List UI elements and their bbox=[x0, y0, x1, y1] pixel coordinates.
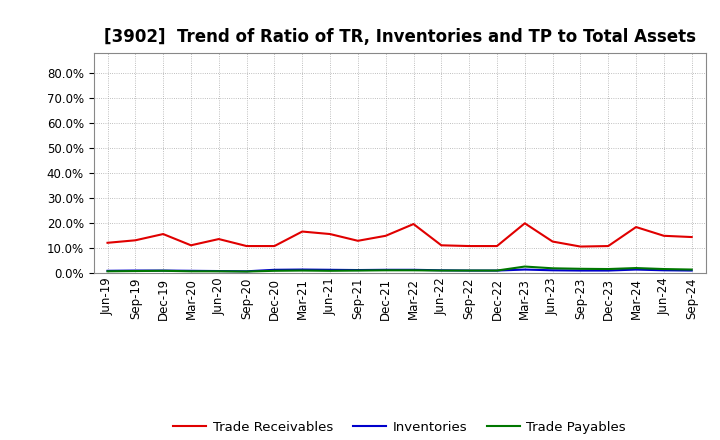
Trade Payables bbox=[242, 269, 251, 274]
Trade Receivables bbox=[242, 243, 251, 249]
Line: Inventories: Inventories bbox=[107, 270, 692, 271]
Trade Receivables bbox=[215, 236, 223, 242]
Trade Payables bbox=[354, 268, 362, 273]
Trade Receivables bbox=[437, 243, 446, 248]
Trade Receivables bbox=[688, 235, 696, 240]
Trade Payables bbox=[159, 268, 168, 273]
Trade Payables bbox=[409, 268, 418, 273]
Inventories bbox=[159, 268, 168, 273]
Inventories bbox=[270, 267, 279, 272]
Trade Receivables bbox=[103, 240, 112, 246]
Trade Receivables bbox=[631, 224, 640, 230]
Trade Payables bbox=[186, 269, 195, 274]
Trade Payables bbox=[465, 268, 474, 273]
Inventories bbox=[437, 268, 446, 273]
Legend: Trade Receivables, Inventories, Trade Payables: Trade Receivables, Inventories, Trade Pa… bbox=[168, 416, 631, 440]
Inventories bbox=[604, 268, 613, 273]
Trade Receivables bbox=[660, 233, 668, 238]
Inventories bbox=[186, 268, 195, 273]
Trade Receivables bbox=[409, 221, 418, 227]
Inventories bbox=[131, 268, 140, 273]
Trade Receivables bbox=[325, 231, 334, 237]
Trade Payables bbox=[103, 269, 112, 274]
Inventories bbox=[298, 267, 307, 272]
Trade Receivables bbox=[576, 244, 585, 249]
Inventories bbox=[325, 267, 334, 272]
Trade Receivables bbox=[492, 243, 501, 249]
Trade Payables bbox=[325, 268, 334, 273]
Inventories bbox=[576, 268, 585, 273]
Trade Payables bbox=[688, 267, 696, 272]
Trade Receivables bbox=[604, 243, 613, 249]
Inventories bbox=[631, 267, 640, 272]
Inventories bbox=[492, 268, 501, 273]
Trade Receivables bbox=[465, 243, 474, 249]
Trade Payables bbox=[576, 266, 585, 271]
Trade Receivables bbox=[159, 231, 168, 237]
Trade Receivables bbox=[298, 229, 307, 234]
Inventories bbox=[549, 268, 557, 273]
Inventories bbox=[382, 267, 390, 272]
Trade Receivables bbox=[382, 233, 390, 238]
Trade Payables bbox=[382, 268, 390, 273]
Trade Receivables bbox=[186, 243, 195, 248]
Inventories bbox=[688, 268, 696, 273]
Title: [3902]  Trend of Ratio of TR, Inventories and TP to Total Assets: [3902] Trend of Ratio of TR, Inventories… bbox=[104, 28, 696, 46]
Trade Receivables bbox=[354, 238, 362, 243]
Line: Trade Receivables: Trade Receivables bbox=[107, 223, 692, 246]
Trade Payables bbox=[131, 268, 140, 274]
Inventories bbox=[215, 268, 223, 274]
Inventories bbox=[409, 267, 418, 272]
Trade Receivables bbox=[521, 220, 529, 226]
Trade Payables bbox=[631, 265, 640, 271]
Trade Receivables bbox=[270, 243, 279, 249]
Trade Payables bbox=[604, 266, 613, 271]
Line: Trade Payables: Trade Payables bbox=[107, 267, 692, 271]
Trade Receivables bbox=[131, 238, 140, 243]
Trade Payables bbox=[270, 268, 279, 273]
Inventories bbox=[242, 269, 251, 274]
Trade Payables bbox=[298, 268, 307, 273]
Inventories bbox=[465, 268, 474, 273]
Inventories bbox=[354, 268, 362, 273]
Trade Payables bbox=[521, 264, 529, 269]
Trade Payables bbox=[660, 266, 668, 271]
Trade Payables bbox=[492, 268, 501, 273]
Inventories bbox=[103, 268, 112, 273]
Trade Payables bbox=[549, 266, 557, 271]
Trade Payables bbox=[437, 268, 446, 273]
Inventories bbox=[660, 268, 668, 273]
Trade Payables bbox=[215, 269, 223, 274]
Trade Receivables bbox=[549, 239, 557, 244]
Inventories bbox=[521, 267, 529, 272]
